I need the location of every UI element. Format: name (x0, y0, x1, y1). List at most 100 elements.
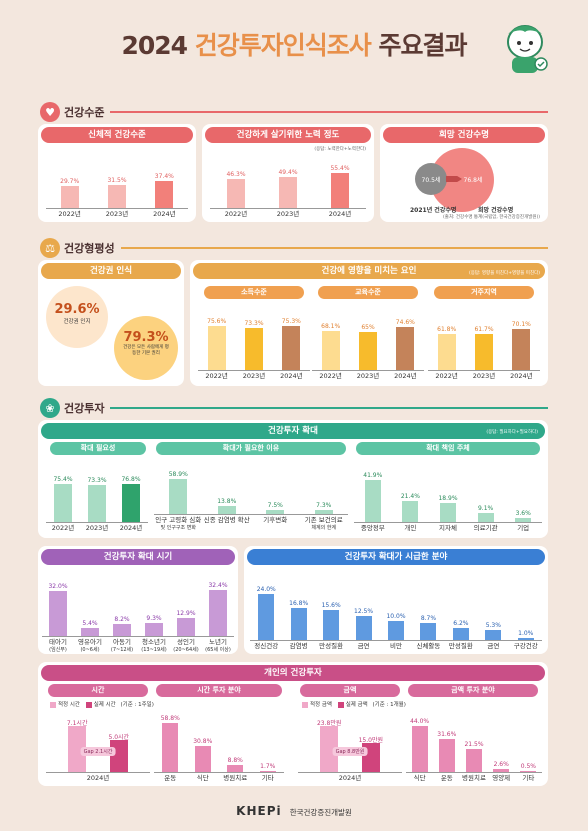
bar (113, 624, 131, 636)
data-label: 61.7% (474, 326, 494, 334)
bar (364, 480, 381, 522)
bar (411, 725, 428, 772)
baseline (210, 208, 366, 209)
tick-label: 기타 (522, 774, 534, 782)
bar (49, 590, 67, 636)
data-label: 2.6% (493, 761, 509, 769)
tick-label-line: 영유아기 (78, 638, 102, 646)
tick-label-line: 2023년 (356, 372, 380, 380)
chart-education: 68.1% 2022년 65% 2023년 74.6% 2024년 (312, 304, 424, 382)
mascot-icon (500, 20, 550, 76)
bar (359, 332, 377, 370)
tick-label: 2023년 (243, 372, 266, 380)
tick-label: 2023년 (277, 210, 300, 218)
data-label: 5.0시간 (108, 733, 130, 741)
bar (440, 503, 456, 522)
tick-label-line: 기타 (261, 774, 274, 782)
tick-label-line: 신체활동 (416, 642, 441, 650)
bar (320, 726, 339, 772)
data-label: 61.8% (437, 326, 457, 334)
tick-label: 개인 (404, 524, 416, 532)
bar (477, 512, 494, 522)
tick-label: 운동 (441, 774, 453, 782)
tick-label-line: 의료기관 (473, 524, 498, 532)
bar (452, 628, 469, 640)
data-label: 30.8% (193, 738, 213, 746)
panel-title: 건강하게 살기위한 노력 정도 (205, 127, 371, 143)
data-label: 70.1% (511, 321, 531, 329)
tick-label: 2024년 (338, 774, 362, 782)
tick-label-line: 식단 (196, 774, 209, 782)
bar (88, 485, 106, 522)
tick-label-line: 2023년 (242, 372, 266, 380)
bar (145, 622, 163, 636)
panel-invest-expand: 건강투자 확대 (응답: 필요하다+필요하다) 확대 필요성 확대가 필요한 이… (38, 420, 548, 538)
data-label: 5.3% (485, 621, 501, 629)
tick-label: 의료기관 (474, 524, 498, 532)
tick-label-line: (65세 이상) (205, 647, 231, 653)
data-label: 5.4% (82, 620, 98, 628)
sub-amount-field: 금액 투자 분야 (408, 684, 538, 697)
tick-label-line: (13~19세) (141, 647, 167, 653)
bar (396, 326, 415, 370)
tick-label-line: 정신건강 (254, 642, 279, 650)
bar (321, 330, 340, 370)
panel-health-right: 건강권 인식 29.6% 건강권 인지 79.3% 건강은 모든 사람에게 평등… (38, 260, 184, 386)
note: (응답: 필요하다+필요하다) (486, 430, 538, 435)
section-health-header: ♥ 건강수준 (40, 102, 548, 122)
data-label: 8.2% (114, 616, 130, 624)
tick-label-line: 기후변화 (263, 516, 288, 524)
bar (437, 334, 456, 370)
tick-label: 2024년 (120, 524, 143, 532)
data-label: 44.0% (410, 717, 430, 725)
tick-label-line: 태아기 (49, 638, 67, 646)
panel-invest-field: 건강투자 확대가 시급한 분야 24.0% 정신건강 16.8% 감염병 15.6% 만성… (244, 546, 548, 654)
data-label: 9.1% (477, 504, 494, 512)
tick-label-line: 2022년 (51, 524, 75, 532)
baseline (354, 522, 542, 523)
right-aware-circle: 29.6% 건강권 인지 (46, 286, 108, 348)
tick-label: 병원치료 (462, 774, 486, 782)
data-label: 7.1시간 (66, 720, 88, 727)
tick-label: 2023년 (473, 372, 496, 380)
sub-time: 시간 (48, 684, 148, 697)
tick-label-line: 2022년 (58, 210, 81, 218)
tick-label: 금연 (487, 642, 499, 650)
data-label: 76.8% (121, 475, 141, 483)
baseline (406, 772, 542, 773)
bar (258, 593, 275, 640)
data-label: 1.0% (518, 630, 534, 638)
tick-label-line: 2024년 (119, 524, 143, 532)
current-circle (415, 163, 447, 195)
bar (60, 186, 79, 208)
tick-label: 2023년 (357, 372, 380, 380)
baseline (154, 772, 284, 773)
tick-label: 병원치료 (223, 774, 247, 782)
tick-label-line: 병원치료 (223, 774, 248, 782)
bar (279, 176, 297, 208)
tick-label-line: 2024년 (394, 372, 417, 380)
bar (177, 617, 195, 636)
data-label: 58.8% (160, 715, 180, 723)
data-label: 55.4% (330, 165, 350, 173)
panel-hope-lifespan: 희망 건강수명 70.5세 76.8세 2021년 건강수명 희망 건강수명 (… (380, 124, 548, 222)
baseline (312, 370, 424, 371)
bar (162, 723, 179, 772)
tick-label-line: (임신부) (49, 647, 67, 653)
data-label: 74.6% (395, 318, 415, 326)
data-label: 15.6% (321, 601, 341, 609)
tick-label-line: 신종 감염병 확산 (203, 516, 250, 524)
tick-label: 2024년 (86, 774, 110, 782)
panel-personal-invest: 개인의 건강투자 시간 시간 투자 분야 금액 금액 투자 분야 적정 시간 실… (38, 662, 548, 786)
panel-invest-timing: 건강투자 확대 시기 32.0% 태아기 (임신부) 5.4% 영유아기 (0~6세) 8.… (38, 546, 238, 654)
gap-label: Gap 2.1시간 (80, 746, 116, 756)
data-label: 32.0% (48, 582, 68, 590)
data-label: 1.7% (260, 762, 276, 770)
tick-label: 2022년 (205, 372, 228, 380)
sub-time-field: 시간 투자 분야 (156, 684, 282, 697)
data-label: 13.8% (217, 497, 237, 505)
note: (응답: 노력한다+노력한다) (314, 147, 366, 152)
chart-region: 61.8% 2022년 61.7% 2023년 70.1% 2024년 (428, 304, 540, 382)
tick-label-line: 2024년 (153, 210, 176, 218)
data-label: 12.9% (176, 609, 196, 617)
